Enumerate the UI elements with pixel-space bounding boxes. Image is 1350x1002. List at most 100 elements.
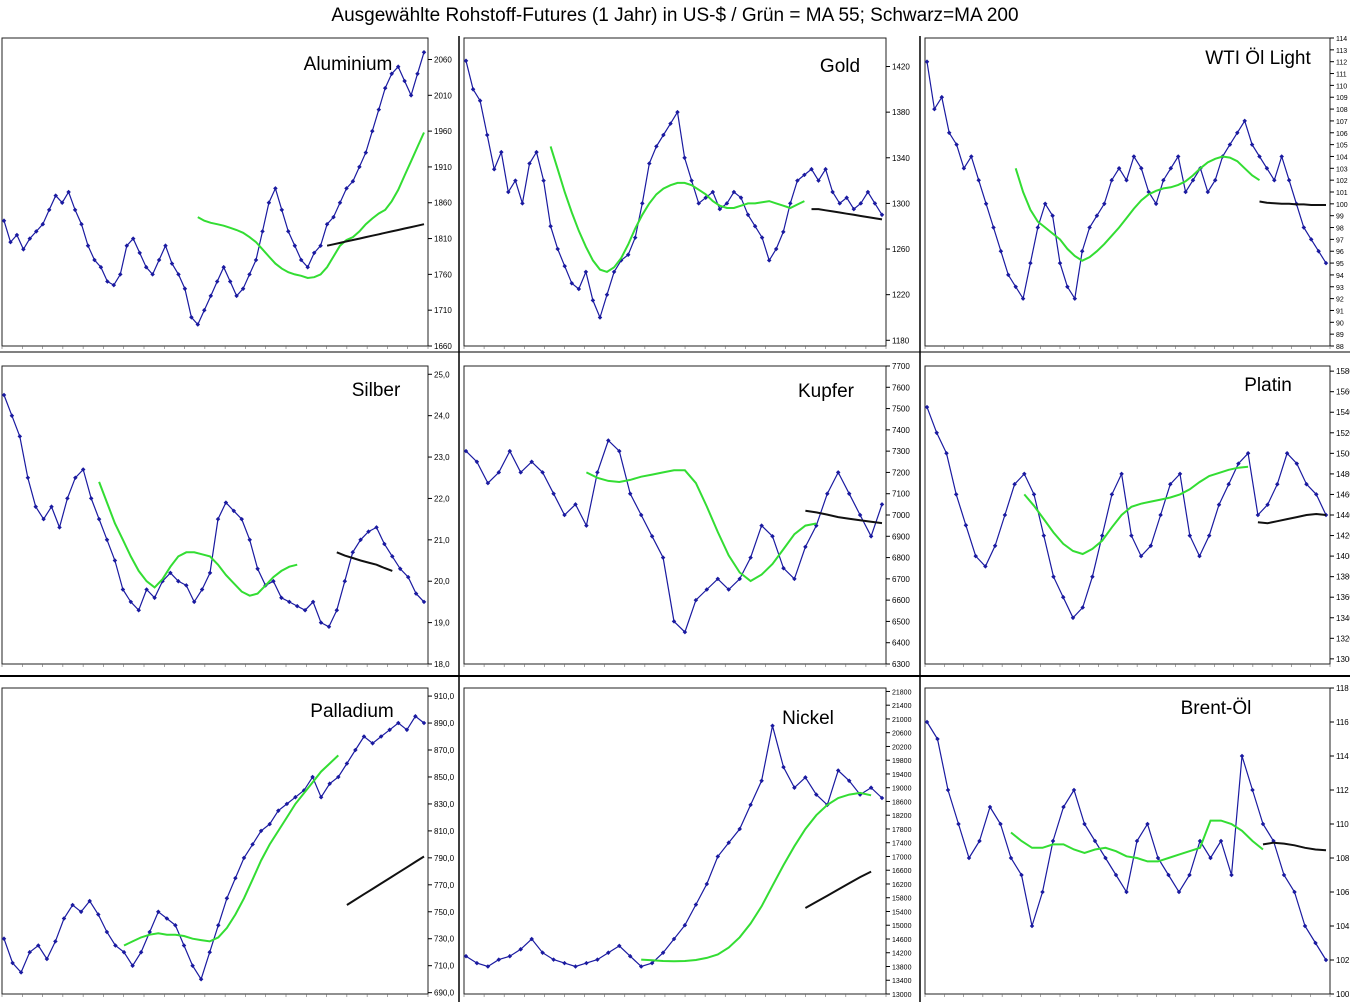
price-point [421,720,427,726]
y-tick-label: 103 [1336,166,1348,173]
price-point [770,534,775,539]
price-point [1183,189,1188,195]
price-point [234,293,239,299]
price-point [1042,201,1048,207]
y-tick-label: 1380 [1336,573,1350,582]
chart-panel-3: 88 89 90 91 92 93 94 95 96 97 98 99 100 101 102 103 104 1… [924,36,1348,351]
y-tick-label: 1810 [434,235,452,244]
price-point [977,838,982,844]
price-point [1206,533,1212,538]
price-point [405,574,411,580]
price-point [286,229,291,234]
price-point [573,502,578,507]
price-point [156,257,162,263]
price-point [474,459,480,465]
ma55-line [549,146,805,273]
price-point [294,603,300,609]
price-point [1,218,7,223]
price-point [1292,889,1297,895]
y-tick-label: 106 [1336,131,1348,138]
price-point [266,200,272,205]
plot-area [1,37,429,347]
price-point [759,523,764,528]
y-tick-label: 870,0 [434,746,455,755]
y-tick-label: 7400 [892,426,910,435]
price-point [34,229,39,234]
price-point [1109,177,1114,183]
price-point [1187,872,1192,878]
y-tick-label: 790,0 [434,854,455,863]
price-point [529,459,534,465]
price-line [926,406,1327,619]
price-point [374,525,379,530]
y-tick-label: 114 [1336,752,1349,761]
price-point [318,243,323,248]
y-tick-label: 6400 [892,639,910,648]
ma200-line [1259,200,1326,206]
price-point [715,854,721,859]
y-tick-label: 1320 [1336,634,1350,643]
y-tick-label: 101 [1336,190,1348,197]
price-point [491,166,497,172]
price-point [53,193,58,198]
price-point [1020,296,1026,301]
y-tick-label: 1440 [1336,511,1350,520]
price-point [284,801,290,807]
y-tick-label: 14600 [892,937,912,944]
y-tick-label: 1220 [892,291,910,300]
price-point [1155,855,1161,861]
price-point [305,264,310,270]
y-tick-label: 107 [1336,119,1348,126]
chart-title: Brent-Öl [1181,698,1252,719]
ma200-line [346,855,425,906]
y-tick-label: 105 [1336,143,1348,150]
price-point [1265,502,1270,507]
price-point [1131,154,1137,159]
price-point [1216,502,1222,507]
price-point [253,257,259,263]
price-point [1019,872,1024,878]
y-tick-label: 17800 [892,827,912,834]
price-point [1227,142,1233,147]
y-tick-label: 13000 [892,992,912,999]
price-point [518,470,523,475]
price-point [1236,461,1241,466]
price-point [298,257,304,263]
y-tick-label: 102 [1336,956,1350,965]
price-point [79,221,84,227]
price-point [195,322,201,327]
price-point [324,221,330,227]
y-tick-label: 6900 [892,532,910,541]
price-point [1323,260,1329,266]
price-point [1212,177,1218,183]
price-point [966,855,972,861]
y-tick-label: 89 [1336,332,1344,339]
y-tick-label: 1180 [892,336,910,345]
y-tick-label: 104 [1336,154,1348,161]
price-point [1116,166,1122,171]
price-point [1260,821,1266,827]
y-tick-label: 114 [1336,36,1347,43]
price-point [150,272,155,277]
y-tick-label: 1580 [1336,367,1350,376]
price-point [766,258,772,263]
y-tick-label: 17000 [892,854,912,861]
price-point [944,451,949,456]
price-point [627,953,633,959]
y-tick-label: 6600 [892,596,910,605]
price-point [1176,889,1182,895]
price-point [370,128,375,134]
y-tick-label: 7300 [892,447,910,456]
price-point [935,736,940,742]
y-tick-label: 7600 [892,383,910,392]
y-tick-label: 1710 [434,306,452,315]
price-point [1050,213,1055,218]
price-point [258,828,264,834]
price-point [1031,492,1037,497]
y-tick-label: 112 [1336,786,1349,795]
price-point [1281,872,1287,878]
y-tick-label: 2010 [434,91,452,100]
price-point [1145,821,1150,827]
y-tick-label: 770,0 [434,881,455,890]
